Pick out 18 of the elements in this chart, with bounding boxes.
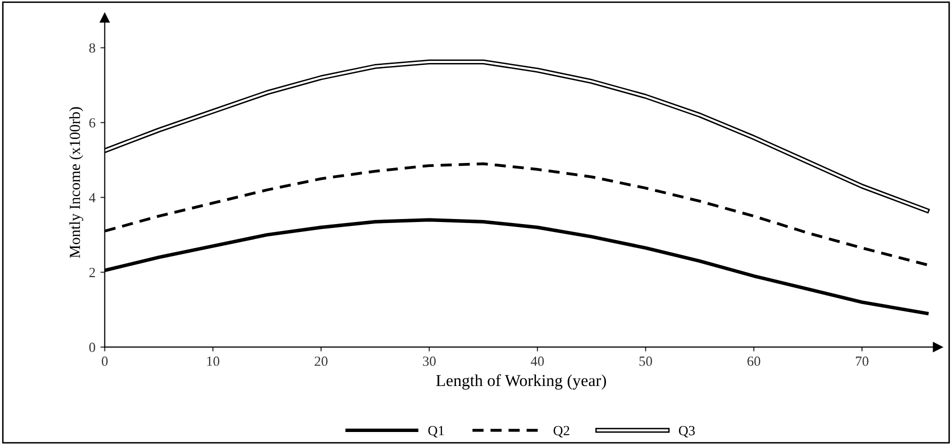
y-tick-label: 4 (89, 193, 96, 202)
x-tick-label: 0 (102, 356, 108, 366)
x-tick-label: 30 (422, 356, 436, 366)
x-axis-title: Length of Working (year) (436, 374, 606, 390)
x-tick-label: 20 (314, 356, 328, 366)
y-tick-label: 8 (89, 43, 96, 53)
x-tick-label: 70 (856, 356, 868, 366)
legend-label: Q2 (554, 426, 570, 438)
y-tick-label: 0 (89, 342, 96, 352)
legend-label: Q3 (678, 426, 695, 438)
legend-label: Q1 (428, 426, 444, 438)
y-axis-title: Montly Income (x100rb) (69, 107, 84, 258)
x-tick-label: 10 (207, 356, 220, 366)
x-tick-label: 40 (530, 356, 544, 366)
y-tick-label: 6 (89, 118, 96, 128)
x-tick-label: 60 (747, 356, 760, 366)
y-tick-label: 2 (89, 268, 95, 278)
x-tick-label: 50 (639, 356, 652, 366)
